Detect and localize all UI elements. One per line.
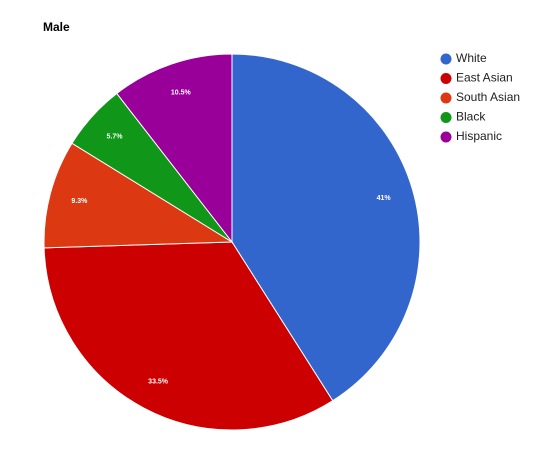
pie-slice-south-asian[interactable] [43, 142, 234, 249]
pie-slices [43, 53, 421, 431]
pie-slice-white[interactable] [231, 53, 421, 402]
pie-slice-hispanic[interactable] [116, 53, 233, 244]
legend-label-hispanic: Hispanic [456, 129, 502, 143]
legend-label-black: Black [456, 110, 486, 124]
slice-label-white: 41% [377, 195, 392, 202]
legend-swatch-hispanic [440, 131, 452, 143]
slice-label-south-asian: 9.3% [71, 198, 88, 205]
slice-label-hispanic: 10.5% [171, 89, 192, 96]
legend-item-black[interactable]: Black [440, 110, 487, 124]
legend-swatch-white [440, 53, 452, 65]
legend-label-east-asian: East Asian [456, 71, 513, 85]
legend-item-south-asian[interactable]: South Asian [440, 90, 521, 104]
pie-slice-labels: 41% 33.5% 9.3% 5.7% 10.5% [71, 89, 391, 385]
legend-item-hispanic[interactable]: Hispanic [440, 129, 503, 143]
pie-slice-east-asian[interactable] [43, 241, 334, 431]
slice-label-black: 5.7% [107, 133, 124, 140]
legend-label-white: White [456, 51, 487, 65]
legend-label-south-asian: South Asian [456, 90, 520, 104]
legend: White East Asian South Asian Black Hispanic [440, 51, 521, 143]
slice-label-east-asian: 33.5% [148, 378, 169, 385]
legend-item-east-asian[interactable]: East Asian [440, 71, 513, 85]
legend-swatch-south-asian [440, 92, 452, 104]
legend-item-white[interactable]: White [440, 51, 488, 65]
legend-swatch-black [440, 112, 452, 123]
legend-swatch-east-asian [440, 73, 452, 84]
chart-title: Male [43, 20, 70, 34]
